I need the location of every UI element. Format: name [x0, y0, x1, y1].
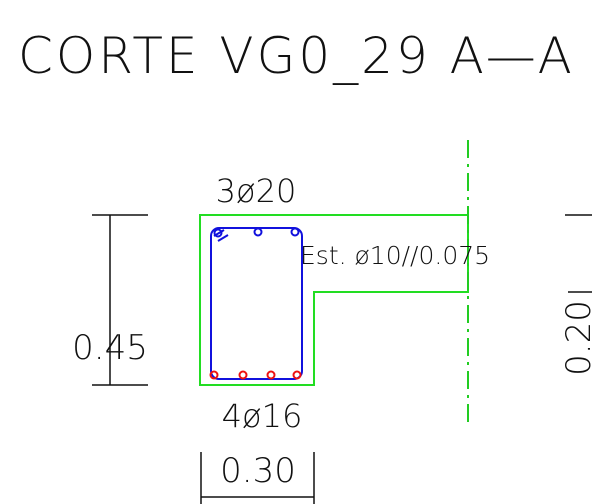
flange-dimension	[565, 214, 592, 293]
bar	[253, 227, 263, 237]
top-bars	[213, 227, 300, 238]
bottom-bars-label: 4ø16	[222, 397, 303, 435]
bar	[290, 227, 300, 237]
bar	[209, 370, 219, 380]
bar	[266, 370, 276, 380]
bar	[292, 370, 302, 380]
bottom-bars	[209, 370, 302, 380]
width-label: 0.30	[220, 451, 296, 491]
bar	[213, 228, 223, 238]
height-dimension	[92, 214, 148, 386]
title: CORTE VG0_29 A—A	[18, 27, 575, 85]
flange-label: 0.20	[559, 300, 592, 376]
bar	[238, 370, 248, 380]
top-bars-label: 3ø20	[216, 172, 297, 210]
height-label: 0.45	[72, 328, 148, 368]
stirrup-label: Est. ø10//0.075	[300, 241, 490, 270]
width-dimension	[200, 452, 315, 504]
